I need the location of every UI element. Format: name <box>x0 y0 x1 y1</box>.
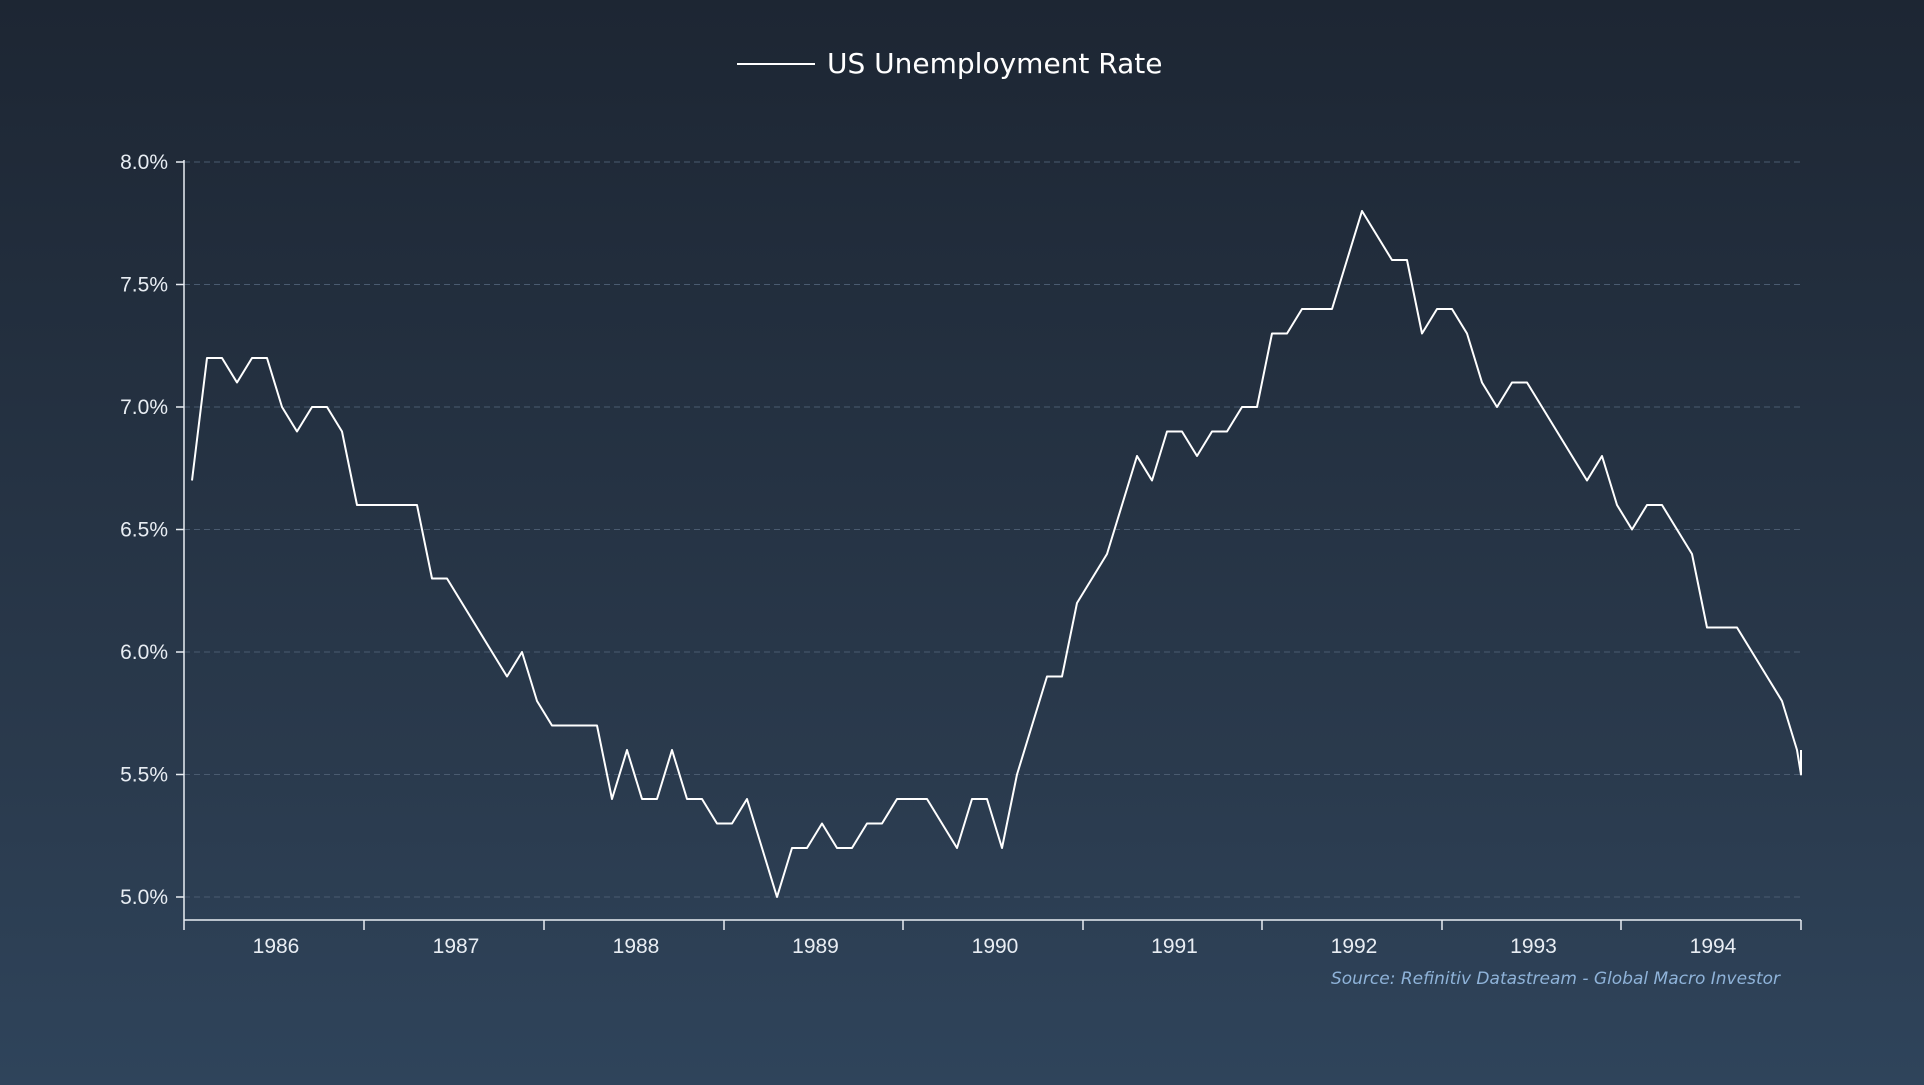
x-tick-label: 1988 <box>613 935 660 958</box>
y-tick-label: 7.0% <box>120 396 168 419</box>
series-line-unemployment-rate <box>191 210 1802 898</box>
x-tick-label: 1986 <box>253 935 300 958</box>
x-tick-label: 1992 <box>1331 935 1378 958</box>
y-tick-label: 8.0% <box>120 151 168 174</box>
source-note: Source: Refinitiv Datastream - Global Ma… <box>1331 969 1781 989</box>
gridlines <box>184 161 1801 898</box>
axes <box>183 160 1801 921</box>
y-tick-label: 7.5% <box>120 274 168 297</box>
y-tick-label: 6.0% <box>120 641 168 664</box>
x-tick-label: 1987 <box>433 935 480 958</box>
x-tick-label: 1993 <box>1510 935 1557 958</box>
x-tick-label: 1990 <box>972 935 1019 958</box>
x-tick-label: 1991 <box>1151 935 1198 958</box>
y-tick-label: 6.5% <box>120 519 168 542</box>
x-tick-label: 1989 <box>792 935 839 958</box>
series-layer <box>191 210 1802 898</box>
y-tick-label: 5.0% <box>120 886 168 909</box>
legend-label: US Unemployment Rate <box>827 47 1163 80</box>
x-axis-ticks: 1986 1987 1988 1989 1990 1991 1992 1993 1994 <box>183 920 1802 958</box>
y-tick-label: 5.5% <box>120 764 168 787</box>
legend: US Unemployment Rate <box>737 47 1163 80</box>
y-axis-ticks: 5.0% 5.5% 6.0% 6.5% 7.0% 7.5% 8.0% <box>120 151 184 909</box>
x-tick-label: 1994 <box>1690 935 1737 958</box>
